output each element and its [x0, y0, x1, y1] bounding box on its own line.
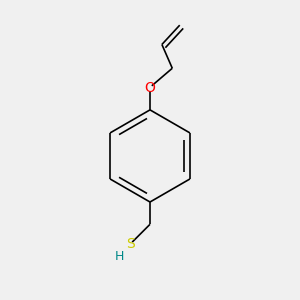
- Text: O: O: [145, 81, 155, 94]
- Text: S: S: [126, 237, 135, 250]
- Text: H: H: [115, 250, 124, 262]
